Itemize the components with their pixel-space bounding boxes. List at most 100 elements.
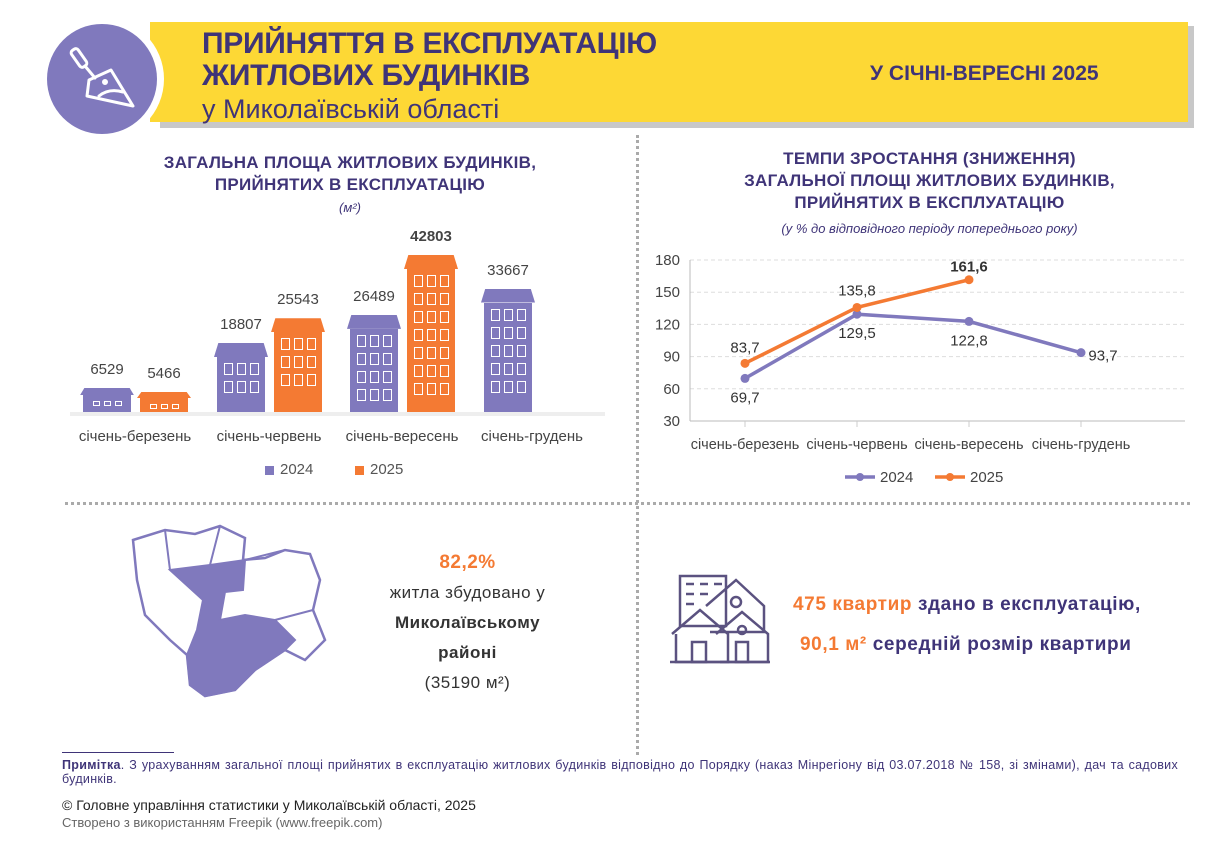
window-icon [369, 370, 379, 383]
window-icon [149, 403, 157, 409]
footnote-text: . З урахуванням загальної площі прийняти… [62, 758, 1178, 786]
window-icon [439, 275, 449, 287]
data-point-2025 [964, 275, 974, 285]
window-icon [503, 362, 513, 375]
bar-2024-3 [484, 302, 532, 412]
window-icon [426, 347, 436, 359]
data-point-2025 [740, 358, 750, 368]
bar-value-label: 42803 [410, 228, 452, 245]
y-tick-label: 30 [663, 413, 680, 430]
data-label: 135,8 [838, 282, 876, 299]
data-point-2024 [740, 373, 750, 383]
note-separator [62, 752, 174, 753]
bar-roof-2025-0 [137, 391, 191, 398]
window-icon [490, 380, 500, 393]
page-subtitle: у Миколаївській області [202, 94, 500, 124]
line-series-2024 [744, 312, 1082, 380]
y-tick-label: 120 [655, 316, 680, 333]
window-icon [103, 401, 111, 407]
window-icon [369, 352, 379, 365]
data-point-2024 [964, 316, 974, 326]
window-icon [503, 380, 513, 393]
bar-2024-1 [217, 357, 265, 412]
window-icon [382, 370, 392, 383]
header-banner [150, 22, 1188, 122]
apartments-count: 475 [793, 594, 827, 615]
window-icon [516, 380, 526, 393]
houses-icon [670, 574, 770, 664]
window-icon [236, 363, 246, 376]
window-icon [356, 334, 366, 347]
bar-baseline [70, 412, 605, 416]
window-icon [490, 308, 500, 321]
window-icon [516, 326, 526, 339]
window-icon [306, 356, 316, 369]
region-map-icon [131, 524, 327, 698]
data-point-2024 [1076, 348, 1086, 358]
window-icon [382, 388, 392, 401]
window-icon [223, 381, 233, 394]
apartments-count-line: 475 квартир здано в експлуатацію, [793, 594, 1141, 616]
line-chart: 30 60 90 120 150 180 січень-березень січень-чер… [655, 252, 1185, 486]
apartments-avg-line: 90,1 м² середній розмір квартири [800, 634, 1132, 656]
vertical-divider [636, 135, 639, 755]
window-icon [503, 308, 513, 321]
bar-roof-2024-2 [347, 314, 401, 329]
district-area: (35190 м²) [424, 673, 511, 692]
window-icon [280, 374, 290, 387]
window-icon [356, 388, 366, 401]
window-icon [356, 370, 366, 383]
x-axis-label: січень-грудень [481, 428, 583, 445]
window-icon [490, 344, 500, 357]
bar-roof-2024-0 [80, 388, 134, 396]
bar-value-label: 18807 [220, 316, 262, 334]
x-axis-label: січень-вересень [914, 437, 1023, 453]
apartments-count-label: квартир [832, 594, 913, 615]
y-tick-label: 90 [663, 349, 680, 366]
window-icon [293, 356, 303, 369]
bar-roof-2025-1 [271, 318, 325, 333]
legend-label-2024: 2024 [280, 461, 314, 478]
district-text-2: Миколаївському [394, 613, 541, 632]
data-label: 161,6 [950, 259, 988, 276]
window-icon [382, 334, 392, 347]
window-icon [382, 352, 392, 365]
district-text-3: районі [438, 643, 497, 662]
window-icon [426, 383, 436, 395]
window-icon [516, 308, 526, 321]
legend-swatch-2025 [355, 466, 364, 475]
trowel-icon [69, 47, 135, 108]
data-label: 129,5 [838, 325, 876, 342]
data-label: 122,8 [950, 332, 988, 349]
window-icon [280, 338, 290, 351]
window-icon [413, 275, 423, 287]
x-axis-label: січень-березень [78, 428, 192, 445]
x-axis-label: січень-червень [806, 437, 907, 453]
x-axis-label: січень-червень [216, 428, 322, 445]
window-icon [439, 383, 449, 395]
window-icon [171, 403, 179, 409]
y-tick-label: 180 [655, 252, 680, 269]
bar-roof-2024-1 [214, 343, 268, 358]
y-tick-label: 150 [655, 284, 680, 301]
window-icon [280, 356, 290, 369]
bar-2024-2 [350, 328, 398, 412]
bar-2025-1 [274, 332, 322, 412]
apartments-count-text: здано в експлуатацію, [917, 594, 1141, 615]
window-icon [114, 401, 122, 407]
window-icon [516, 344, 526, 357]
legend-label-2025: 2025 [370, 461, 404, 478]
page-title: ПРИЙНЯТТЯ В ЕКСПЛУАТАЦІЮ ЖИТЛОВИХ БУДИНКІ… [202, 27, 657, 92]
window-icon [439, 329, 449, 341]
district-text-1: житла збудовано у [389, 583, 546, 602]
footnote-label: Примітка [62, 758, 121, 772]
window-icon [426, 329, 436, 341]
window-icon [503, 326, 513, 339]
data-label: 83,7 [730, 339, 759, 356]
header-icon-circle [47, 24, 157, 134]
window-icon [293, 374, 303, 387]
window-icon [413, 311, 423, 323]
period-label: У СІЧНІ-ВЕРЕСНІ 2025 [870, 62, 1099, 85]
legend-label-2025: 2025 [970, 469, 1003, 486]
legend-marker-2024 [856, 473, 864, 481]
